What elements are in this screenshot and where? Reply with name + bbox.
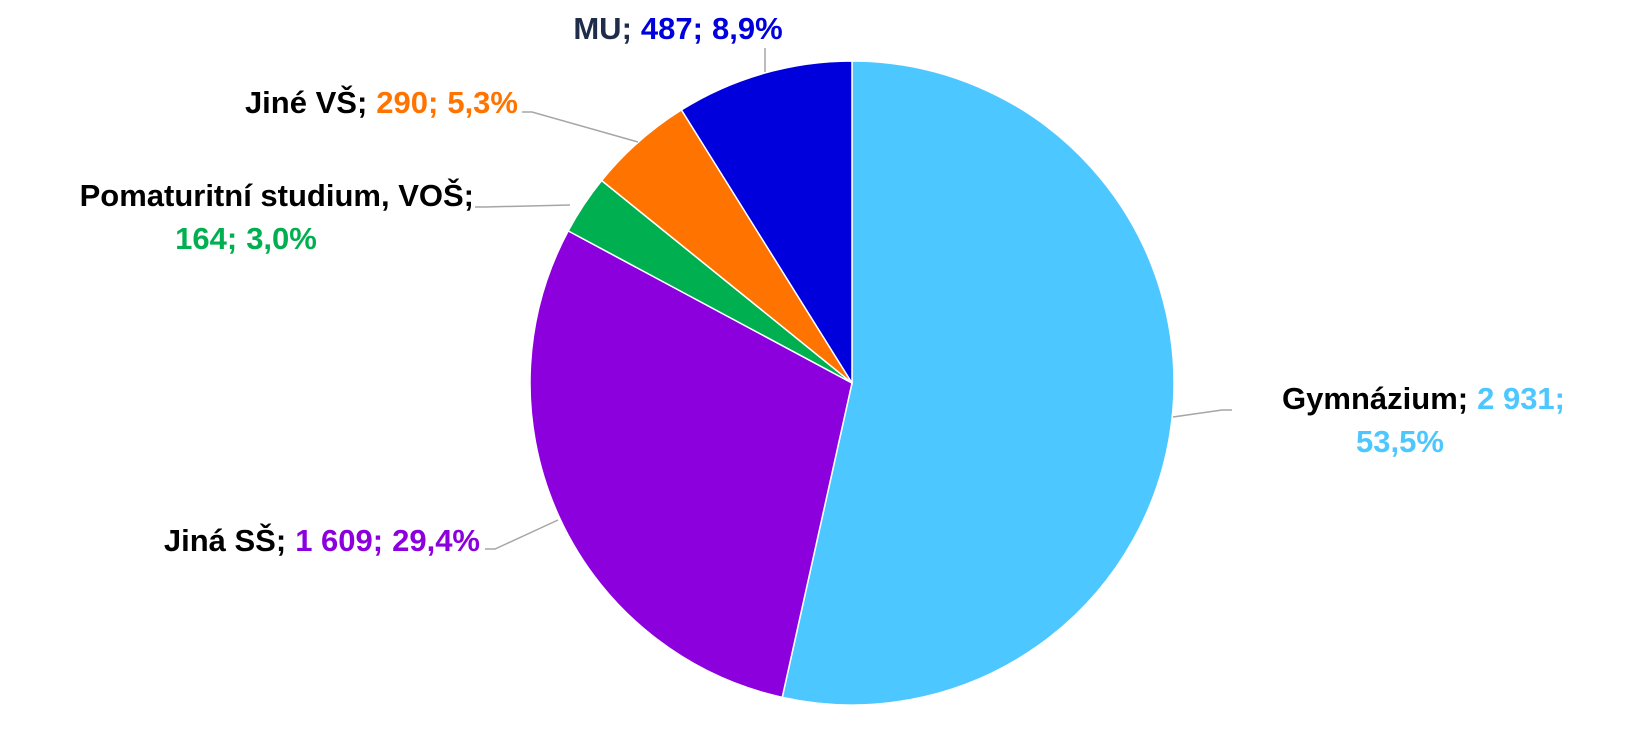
label-percent: 5,3% (447, 85, 518, 120)
pie-slice (680, 60, 853, 386)
label-separator: ; (622, 11, 632, 46)
data-label: 164; 3,0% (175, 221, 317, 256)
label-value: 164 (175, 221, 227, 256)
label-name: Pomaturitní studium, VOŠ (80, 177, 464, 213)
label-name: Jiná SŠ (164, 522, 276, 558)
data-label: Gymnázium; 2 931; (1282, 381, 1565, 416)
label-separator: ; (357, 85, 367, 120)
label-separator: ; (276, 523, 286, 558)
label-value: 2 931 (1477, 381, 1555, 416)
label-value: 1 609 (295, 523, 373, 558)
label-name: Jiné VŠ (245, 84, 357, 120)
data-label: MU; 487; 8,9% (573, 11, 782, 46)
label-value: 290 (376, 85, 428, 120)
label-percent: 3,0% (246, 221, 317, 256)
leader-line (1172, 409, 1232, 418)
data-label: Pomaturitní studium, VOŠ; (80, 177, 474, 213)
label-separator: ; (464, 178, 474, 213)
pie-slice (781, 60, 1175, 706)
pie-slice (529, 229, 853, 699)
label-percent: 53,5% (1356, 424, 1444, 459)
data-label: 53,5% (1356, 424, 1444, 459)
leader-line (485, 519, 559, 550)
label-name: MU (573, 11, 621, 46)
label-separator: ; (1458, 381, 1468, 416)
label-separator: ; (227, 221, 237, 256)
label-percent: 8,9% (712, 11, 783, 46)
label-name: Gymnázium (1282, 381, 1458, 416)
label-percent: 29,4% (392, 523, 480, 558)
label-separator: ; (373, 523, 383, 558)
data-label: Jiné VŠ; 290; 5,3% (245, 84, 518, 120)
label-value: 487 (641, 11, 693, 46)
data-label: Jiná SŠ; 1 609; 29,4% (164, 522, 480, 558)
label-separator: ; (1555, 381, 1565, 416)
label-separator: ; (428, 85, 438, 120)
leader-line (475, 204, 571, 208)
leader-line (522, 111, 639, 143)
label-separator: ; (693, 11, 703, 46)
